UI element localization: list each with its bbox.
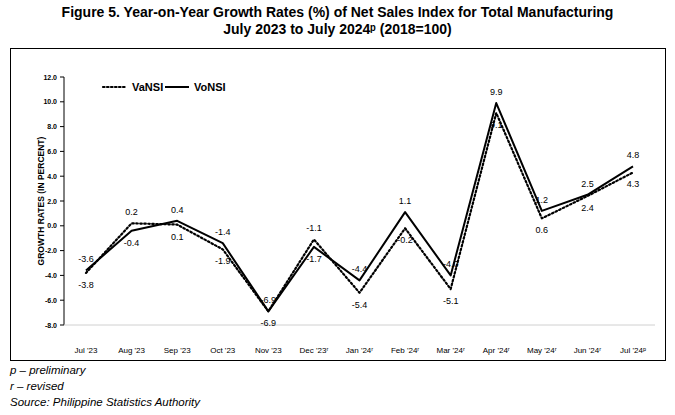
y-tick <box>60 151 64 152</box>
legend-swatch <box>165 86 189 88</box>
footnote: p – preliminary <box>9 364 87 376</box>
data-label: 0.4 <box>171 205 184 215</box>
data-label: 9.1 <box>490 120 503 130</box>
data-label: 4.8 <box>627 150 640 160</box>
y-tick-label: -4.0 <box>45 272 57 279</box>
y-tick <box>60 225 64 226</box>
y-tick <box>60 275 64 276</box>
x-tick-label: Jul '24ᵖ <box>620 346 646 355</box>
y-tick <box>60 201 64 202</box>
legend-swatch <box>103 86 127 88</box>
data-label: 0.1 <box>171 232 184 242</box>
data-label: -6.9 <box>261 295 277 305</box>
x-tick-label: Apr '24ʳ <box>483 346 510 355</box>
data-label: -3.6 <box>78 254 94 264</box>
chart: Figure 5. Year-on-Year Growth Rates (%) … <box>0 0 675 415</box>
data-label: -4.4 <box>352 264 368 274</box>
x-tick-label: Mar '24ʳ <box>436 346 464 355</box>
x-tick-label: Oct '23 <box>210 346 236 355</box>
y-tick-label: 6.0 <box>47 148 57 155</box>
data-label: 4.3 <box>627 179 640 189</box>
y-tick-label: 12.0 <box>43 74 57 81</box>
data-label: -1.9 <box>215 256 231 266</box>
footnote: r – revised <box>10 380 64 392</box>
x-tick-label: Dec '23ʳ <box>300 346 329 355</box>
y-tick-label: 0.0 <box>47 222 57 229</box>
y-tick <box>60 250 64 251</box>
x-tick-label: Jan '24ʳ <box>346 346 374 355</box>
x-tick-label: Jun '24ʳ <box>574 346 602 355</box>
legend-label: VoNSI <box>194 81 226 93</box>
x-tick-label: Feb '24ʳ <box>391 346 419 355</box>
x-axis-line <box>64 325 655 326</box>
series-line <box>86 113 633 311</box>
y-tick <box>60 126 64 127</box>
y-tick-label: 10.0 <box>43 98 57 105</box>
x-tick-label: Aug '23 <box>118 346 145 355</box>
y-tick <box>60 77 64 78</box>
plot-marks <box>86 103 633 311</box>
title-line: July 2023 to July 2024ᵖ (2018=100) <box>223 21 451 37</box>
y-axis-label: GROWTH RATES (IN PERCENT) <box>36 136 46 265</box>
legend-label: VaNSI <box>132 81 163 93</box>
data-label: -1.7 <box>306 254 322 264</box>
y-tick-label: 4.0 <box>47 173 57 180</box>
title-line: Figure 5. Year-on-Year Growth Rates (%) … <box>62 4 614 20</box>
x-tick-label: Sep '23 <box>164 346 191 355</box>
data-label: 2.4 <box>581 203 594 213</box>
y-tick-label: 2.0 <box>47 198 57 205</box>
data-label: -0.2 <box>397 235 413 245</box>
title: Figure 5. Year-on-Year Growth Rates (%) … <box>62 4 614 37</box>
data-label: -4.0 <box>443 259 459 269</box>
y-tick <box>60 101 64 102</box>
y-tick-label: -8.0 <box>45 322 57 329</box>
data-label: 0.6 <box>536 225 549 235</box>
data-label: 1.1 <box>399 196 412 206</box>
chart-frame <box>11 49 666 361</box>
data-label: 1.2 <box>536 195 549 205</box>
y-tick <box>60 325 64 326</box>
y-tick-label: -6.0 <box>45 297 57 304</box>
data-label: -3.8 <box>78 280 94 290</box>
data-label: -1.1 <box>306 223 322 233</box>
series-line <box>86 103 633 311</box>
y-tick <box>60 176 64 177</box>
x-tick-label: May '24ʳ <box>527 346 557 355</box>
data-label: 9.9 <box>490 87 503 97</box>
data-label: 0.2 <box>125 207 138 217</box>
data-label: -5.4 <box>352 300 368 310</box>
footnote: Source: Philippine Statistics Authority <box>10 396 201 408</box>
y-tick-label: -2.0 <box>45 247 57 254</box>
y-tick <box>60 300 64 301</box>
data-label: 2.5 <box>581 179 594 189</box>
data-label: -1.4 <box>215 227 231 237</box>
data-label: -5.1 <box>443 296 459 306</box>
data-label: -6.9 <box>261 318 277 328</box>
x-tick-label: Jul '23 <box>75 346 98 355</box>
y-tick-label: 8.0 <box>47 123 57 130</box>
x-tick-label: Nov '23 <box>255 346 282 355</box>
data-label: -0.4 <box>124 238 140 248</box>
